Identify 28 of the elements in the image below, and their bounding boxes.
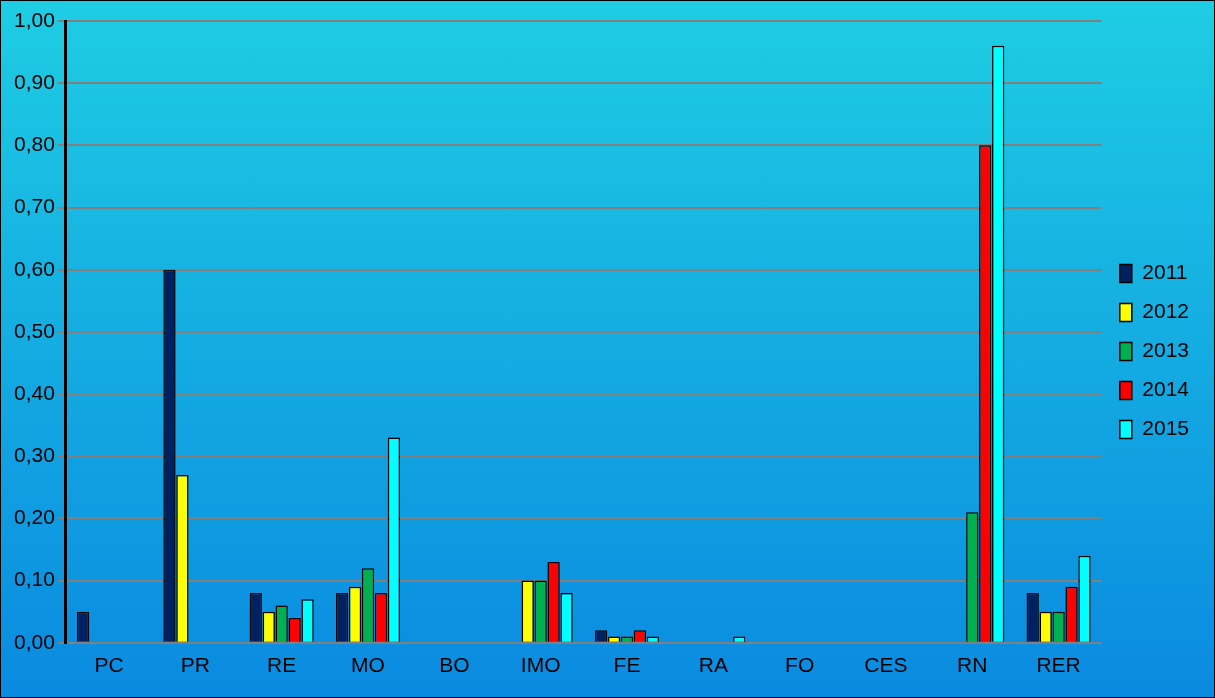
x-tick-label: RN	[957, 653, 988, 677]
y-tick-label: 0,30	[14, 443, 55, 467]
legend-label: 2013	[1142, 338, 1189, 362]
legend-label: 2015	[1142, 416, 1189, 440]
x-tick-label: BO	[439, 653, 470, 677]
legend-label: 2014	[1142, 377, 1190, 401]
y-tick-label: 0,00	[14, 629, 55, 653]
legend-label: 2012	[1142, 299, 1189, 323]
y-tick-label: 1,00	[14, 7, 55, 31]
y-tick-label: 0,70	[14, 194, 55, 218]
y-tick-label: 0,10	[14, 567, 55, 591]
x-tick-label: RER	[1036, 653, 1081, 677]
y-tick-label: 0,20	[14, 505, 55, 529]
y-tick-label: 0,50	[14, 318, 55, 342]
legend-label: 2011	[1142, 260, 1188, 284]
x-tick-label: PR	[180, 653, 210, 677]
y-tick-label: 0,80	[14, 132, 55, 156]
x-tick-label: MO	[351, 653, 385, 677]
y-tick-label: 0,90	[14, 69, 55, 93]
x-tick-label: PC	[94, 653, 124, 677]
y-tick-label: 0,60	[14, 256, 55, 280]
x-tick-label: RA	[698, 653, 728, 677]
x-tick-label: FO	[785, 653, 815, 677]
x-tick-label: IMO	[520, 653, 561, 677]
y-tick-label: 0,40	[14, 380, 55, 404]
x-tick-label: CES	[864, 653, 908, 677]
x-tick-label: FE	[613, 653, 641, 677]
x-tick-label: RE	[267, 653, 297, 677]
